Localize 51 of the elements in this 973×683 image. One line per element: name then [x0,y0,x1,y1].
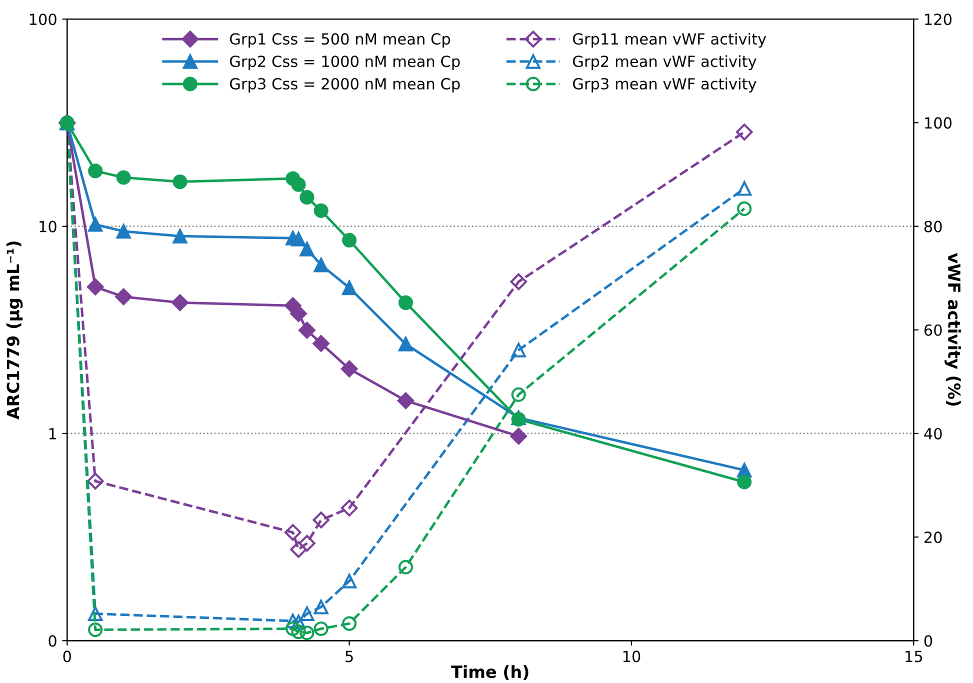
point [312,335,330,352]
y-tick-label: 100 [30,14,56,26]
y2-tick-label: 40 [924,428,942,440]
y2-tick-label: 20 [924,532,942,544]
y2-tick-label: 100 [925,117,952,129]
point [116,170,131,185]
point [291,177,306,192]
y2-axis-title: vWF activity (%) [944,252,961,406]
point [340,360,358,378]
point [737,474,752,490]
point [172,228,188,244]
point [510,428,528,445]
point [397,392,414,410]
y2-tick-label: 0 [924,635,932,647]
y2-tick-label: 120 [925,14,952,26]
legend-label: Grp1 Css = 500 nM mean Cp [230,33,450,48]
point [172,174,188,190]
y2-tick-label: 80 [924,220,942,232]
point [115,288,132,306]
point [398,295,414,310]
point [172,294,188,312]
y-axis-title: ARC1779 (μg mL⁻¹) [6,242,23,420]
point [290,305,307,322]
point [342,232,357,248]
point [300,242,314,256]
point [86,278,104,296]
x-axis-title: Time (h) [451,665,528,680]
legend-label: Grp3 Css = 2000 nM mean Cp [230,78,460,93]
y2-tick-label: 60 [924,324,942,336]
point [314,203,328,218]
x-tick-label: 0 [63,650,71,662]
point [511,412,526,427]
y-tick-label: 1 [49,428,56,440]
point [88,164,103,178]
x-tick-label: 5 [346,650,353,662]
point [298,322,316,339]
point [314,258,328,272]
point [300,190,314,205]
y-tick-label: 0 [48,635,56,647]
legend-label: Grp11 mean vWF activity [573,32,766,48]
point [398,336,414,352]
legend-label: Grp2 mean vWF activity [573,55,756,70]
x-tick-label: 15 [906,650,922,662]
y-tick-label: 10 [40,220,56,232]
x-tick-label: 10 [623,650,640,662]
point [291,232,306,246]
point [342,280,357,296]
legend-label: Grp2 Css = 1000 nM mean Cp [230,56,460,70]
point [116,224,131,239]
point [88,217,103,232]
legend-label: Grp3 mean vWF activity [573,78,756,93]
